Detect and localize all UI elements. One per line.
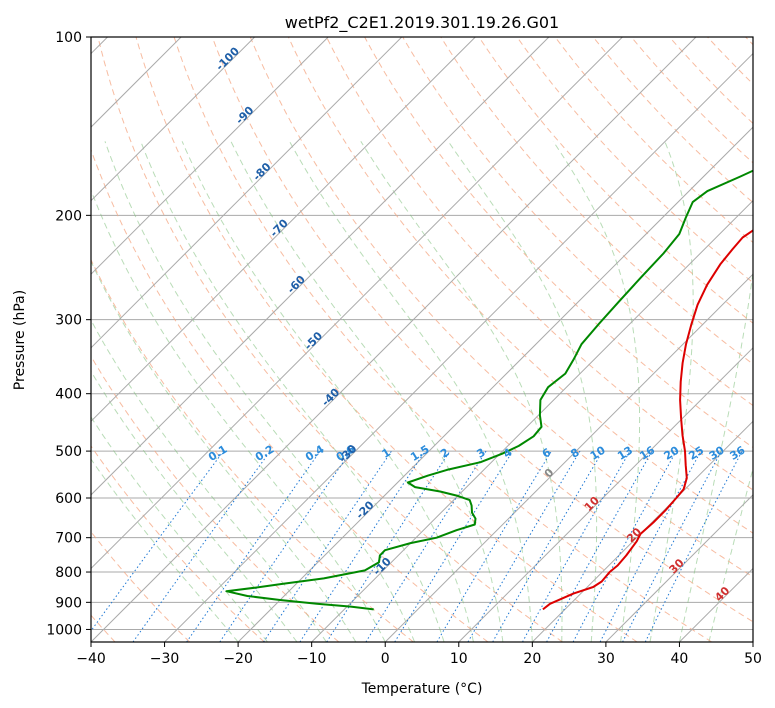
- y-tick-label: 400: [55, 387, 82, 403]
- isotherm-line: [91, 37, 623, 570]
- isotherm-line: [91, 37, 329, 275]
- moist-adiabat-line: [181, 141, 474, 642]
- x-tick-label: −40: [76, 651, 106, 667]
- moist-adiabat-line: [91, 319, 327, 642]
- isotherm-line: [237, 126, 753, 642]
- isotherm-line: [164, 52, 753, 642]
- moist-adiabat-line: [678, 269, 753, 642]
- isotherm-line: [311, 199, 753, 642]
- isotherm-line: [458, 347, 753, 642]
- dry-adiabat-line: [91, 258, 414, 642]
- y-tick-label: 800: [55, 565, 82, 581]
- y-tick-label: 1000: [46, 622, 82, 638]
- moist-adiabat-line: [91, 188, 386, 642]
- mixing-ratio-line: [546, 450, 653, 642]
- y-tick-label: 500: [55, 444, 82, 460]
- mixing-ratio-line: [263, 450, 392, 642]
- x-tick-label: −20: [223, 651, 253, 667]
- temperature-profile: [542, 229, 753, 611]
- isotherm-line: [91, 37, 256, 202]
- y-tick-label: 600: [55, 491, 82, 507]
- mixing-ratio-line: [522, 450, 631, 642]
- y-tick-label: 100: [55, 30, 82, 46]
- plot-frame: [90, 36, 754, 643]
- y-tick-label: 700: [55, 531, 82, 547]
- moist-adiabat-line: [91, 370, 298, 642]
- isotherm-line: [531, 420, 753, 642]
- isotherm-line: [91, 37, 550, 496]
- x-tick-label: −10: [297, 651, 327, 667]
- dry-adiabat-line: [135, 37, 638, 642]
- moist-adiabat-line: [140, 141, 445, 642]
- x-axis-label: Temperature (°C): [361, 681, 483, 697]
- moist-adiabat-line: [230, 141, 504, 642]
- x-tick-label: 10: [450, 651, 468, 667]
- dry-adiabat-line: [287, 37, 753, 534]
- moist-adiabat-line: [360, 141, 563, 642]
- x-tick-label: 50: [744, 651, 762, 667]
- mixing-ratio-line: [219, 450, 352, 642]
- x-tick-label: 40: [671, 651, 689, 667]
- dry-adiabat-line: [91, 445, 265, 642]
- moist-adiabat-line: [552, 141, 641, 642]
- moist-adiabat-line: [91, 416, 268, 642]
- x-tick-label: 0: [381, 651, 390, 667]
- x-tick-label: 20: [523, 651, 541, 667]
- isotherm-line: [91, 37, 697, 642]
- y-tick-label: 300: [55, 313, 82, 329]
- dry-adiabat-line: [211, 37, 753, 623]
- mixing-ratio-line: [132, 450, 271, 642]
- mixing-ratio-line: [394, 450, 514, 642]
- x-tick-label: 30: [597, 651, 615, 667]
- y-tick-label: 200: [55, 208, 82, 224]
- dry-adiabat-line: [249, 37, 753, 578]
- moist-adiabat-line: [289, 141, 533, 642]
- dry-adiabat-line: [91, 355, 340, 642]
- dry-adiabat-line: [97, 37, 563, 642]
- mixing-ratio-line: [91, 450, 224, 632]
- moist-adiabat-line: [447, 141, 598, 642]
- y-tick-label: 900: [55, 595, 82, 611]
- isotherm-line: [91, 37, 403, 349]
- dry-adiabat-line: [326, 37, 753, 491]
- dewpoint-profile: [225, 169, 753, 611]
- mixing-ratio-line: [572, 450, 677, 642]
- mixing-ratio-line: [299, 450, 426, 642]
- isotherm-line: [91, 37, 476, 423]
- isotherm-line: [605, 494, 753, 642]
- x-tick-label: −30: [150, 651, 180, 667]
- mixing-ratio-line: [186, 450, 321, 642]
- chart-title: wetPf2_C2E1.2019.301.19.26.G01: [285, 13, 559, 33]
- y-axis-label: Pressure (hPa): [12, 290, 28, 390]
- dry-adiabat-line: [173, 37, 713, 642]
- mixing-ratio-line: [644, 450, 743, 642]
